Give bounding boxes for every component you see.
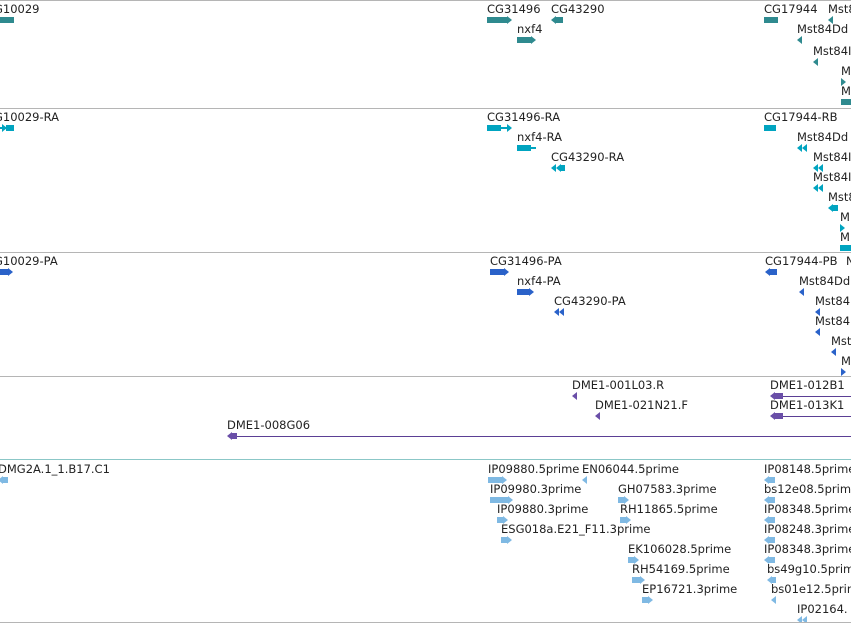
feature-label: M — [841, 354, 851, 368]
track-divider — [0, 459, 851, 460]
feature-label: Mst84I — [813, 44, 851, 58]
feature-label: bs01e12.5prim — [771, 582, 851, 596]
feature-label: G10029 — [0, 2, 40, 16]
feature-label: bs49g10.5prim — [767, 562, 851, 576]
feature-label: GH07583.3prime — [618, 482, 717, 496]
feature-label: M — [841, 84, 851, 98]
feature-label: ESG018a.E21_F11.3prime — [501, 522, 651, 536]
feature-label: CG17944 — [764, 2, 818, 16]
feature-label: IP09880.3prime — [497, 502, 589, 516]
feature-label: IP09880.5prime — [488, 462, 580, 476]
feature-label: Mst8 — [828, 2, 851, 16]
feature-label: Mst — [831, 334, 851, 348]
feature-label: DMG2A.1_1.B17.C1 — [0, 462, 110, 476]
feature-label: IP08348.5prime — [764, 502, 851, 516]
feature-label: DME1-001L03.R — [572, 378, 665, 392]
feature-label: G10029-PA — [0, 254, 58, 268]
feature-label: CG17944-RB — [764, 110, 838, 124]
feature-label: DME1-008G06 — [227, 418, 311, 432]
feature-label: CG31496-RA — [487, 110, 561, 124]
feature-label: nxf4 — [517, 22, 543, 36]
feature-label: Mst84 — [815, 314, 851, 328]
feature-label: Mst8 — [828, 190, 851, 204]
track-divider — [0, 622, 851, 623]
feature-label: RH11865.5prime — [620, 502, 718, 516]
feature-label: EP16721.3prime — [642, 582, 738, 596]
feature-label: Mst84Dd — [799, 274, 851, 288]
track-divider — [0, 376, 851, 377]
gene-track: G10029 CG31496 CG43290 nxf4 CG17944 Mst8… — [0, 0, 851, 108]
feature-label: nxf4-RA — [517, 130, 563, 144]
feature-label: bs12e08.5prime — [764, 482, 851, 496]
feature-label: CG17944-PB — [765, 254, 838, 268]
feature-label: Mst84I — [813, 150, 851, 164]
feature-label: IP08148.5prime — [764, 462, 851, 476]
feature-label: IP09980.3prime — [490, 482, 582, 496]
transcript-track: G10029-RA CG31496-RA nxf4-RA CG43290-RA … — [0, 108, 851, 252]
feature-label: N — [846, 254, 851, 268]
feature-label: DME1-012B1 — [770, 378, 845, 392]
protein-track: G10029-PA CG31496-PA nxf4-PA CG43290-PA … — [0, 252, 851, 376]
feature-label: IP08248.3prime — [764, 522, 851, 536]
feature-label: CG31496 — [487, 2, 541, 16]
feature-label: CG43290 — [551, 2, 605, 16]
feature-label: CG31496-PA — [490, 254, 562, 268]
feature-label: Mst84Dd — [797, 22, 849, 36]
est-track: DMG2A.1_1.B17.C1 IP09880.5prime EN06044.… — [0, 460, 851, 622]
clone-track: DME1-001L03.R DME1-021N21.F DME1-012B1 D… — [0, 376, 851, 459]
feature-label: G10029-RA — [0, 110, 60, 124]
feature-label: Mst84 — [815, 294, 851, 308]
feature-label: Mst84Dd — [797, 130, 849, 144]
track-divider — [0, 0, 851, 1]
feature-label: DME1-013K1 — [770, 398, 845, 412]
track-divider — [0, 252, 851, 253]
feature-label: EN06044.5prime — [582, 462, 679, 476]
track-divider — [0, 108, 851, 109]
feature-label: CG43290-PA — [554, 294, 626, 308]
feature-label: EK106028.5prime — [628, 542, 732, 556]
feature-label: nxf4-PA — [517, 274, 561, 288]
feature-label: RH54169.5prime — [632, 562, 730, 576]
feature-label: IP02164. — [797, 602, 848, 616]
feature-label: M — [840, 210, 850, 224]
feature-label: M — [841, 64, 851, 78]
feature-label: M — [840, 230, 850, 244]
feature-label: IP08348.3prime — [764, 542, 851, 556]
feature-label: CG43290-RA — [551, 150, 625, 164]
feature-label: Mst84I — [813, 170, 851, 184]
feature-label: DME1-021N21.F — [595, 398, 688, 412]
